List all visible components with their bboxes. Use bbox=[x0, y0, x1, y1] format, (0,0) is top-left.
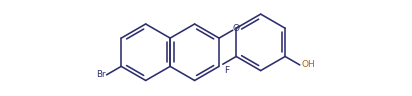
Text: Br: Br bbox=[96, 70, 105, 79]
Text: OH: OH bbox=[302, 60, 316, 69]
Text: F: F bbox=[224, 66, 229, 75]
Text: O: O bbox=[233, 24, 240, 33]
